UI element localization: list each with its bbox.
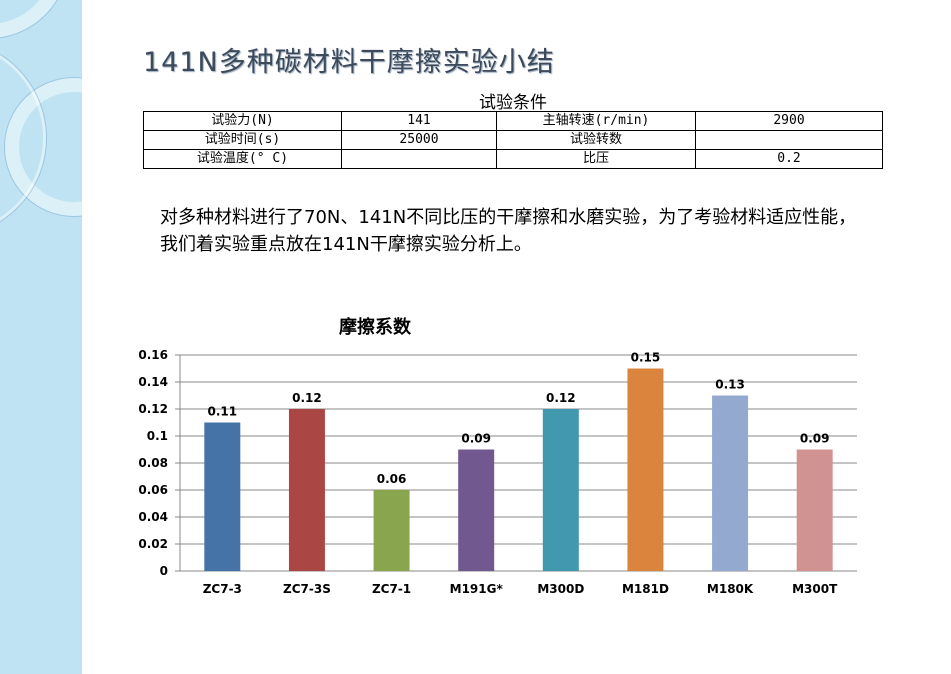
table-row: 试验温度(° C) 比压 0.2 (143, 149, 883, 169)
y-tick-label: 0.16 (138, 348, 168, 362)
summary-paragraph: 对多种材料进行了70N、141N不同比压的干摩擦和水磨实验，为了考验材料适应性能… (160, 207, 857, 255)
x-tick-label: ZC7-3 (203, 582, 242, 596)
x-tick-label: M300T (792, 582, 838, 596)
x-tick-label: M300D (537, 582, 584, 596)
table-cell: 141 (341, 111, 497, 131)
bar (204, 422, 241, 571)
x-tick-label: M181D (622, 582, 669, 596)
table-cell: 主轴转速(r/min) (496, 111, 696, 131)
table-cell: 比压 (496, 149, 696, 169)
data-label: 0.12 (292, 391, 322, 405)
chart-title: 摩擦系数 (339, 316, 412, 338)
data-label: 0.06 (377, 472, 407, 486)
table-cell: 2900 (695, 111, 883, 131)
x-tick-label: ZC7-1 (372, 582, 411, 596)
data-label: 0.11 (208, 405, 238, 419)
bar (627, 368, 664, 571)
table-cell: 试验力(N) (143, 111, 342, 131)
x-tick-label: M191G* (450, 582, 504, 596)
table-caption: 试验条件 (479, 93, 547, 113)
friction-bar-chart: 摩擦系数 0 0.02 0.04 0.06 0.08 0.1 0.12 0.14 0.16 0.11… (138, 316, 857, 596)
table-cell: 试验温度(° C) (143, 149, 342, 169)
bar (373, 490, 410, 571)
table-cell: 试验时间(s) (143, 130, 342, 150)
y-tick-label: 0 (160, 564, 168, 578)
y-tick-label: 0.06 (138, 483, 168, 497)
data-label: 0.15 (631, 351, 661, 365)
bar (542, 409, 579, 571)
table-row: 试验时间(s) 25000 试验转数 (143, 130, 883, 150)
bar (712, 395, 749, 571)
y-tick-label: 0.1 (147, 429, 168, 443)
table-cell: 25000 (341, 130, 497, 150)
data-label: 0.13 (715, 378, 745, 392)
data-label: 0.09 (461, 432, 491, 446)
y-tick-label: 0.12 (138, 402, 168, 416)
table-cell (341, 149, 497, 169)
bar (458, 449, 495, 571)
table-cell: 0.2 (695, 149, 883, 169)
y-tick-label: 0.08 (138, 456, 168, 470)
table-cell: 试验转数 (496, 130, 696, 150)
slide-title: 141N多种碳材料干摩擦实验小结 (143, 47, 555, 78)
data-label: 0.09 (800, 432, 830, 446)
table-row: 试验力(N) 141 主轴转速(r/min) 2900 (143, 111, 883, 131)
x-tick-label: M180K (707, 582, 754, 596)
bar (288, 409, 325, 571)
data-label: 0.12 (546, 391, 576, 405)
table-cell (695, 130, 883, 150)
slide-decoration (0, 0, 82, 674)
y-tick-label: 0.14 (138, 375, 168, 389)
x-tick-label: ZC7-3S (283, 582, 331, 596)
conditions-table: 试验力(N) 141 主轴转速(r/min) 2900 试验时间(s) 2500… (143, 111, 883, 169)
y-tick-label: 0.02 (138, 537, 168, 551)
bar (796, 449, 833, 571)
y-tick-label: 0.04 (138, 510, 168, 524)
